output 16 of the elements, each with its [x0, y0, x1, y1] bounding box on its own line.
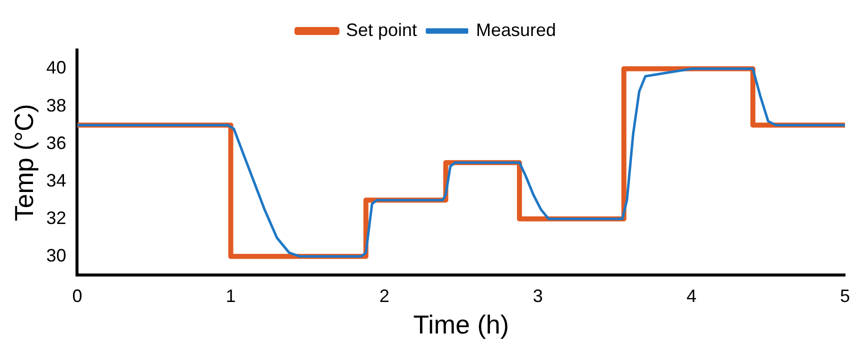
- x-tick-label: 2: [379, 286, 390, 306]
- y-tick-label: 36: [46, 132, 66, 153]
- y-tick-label: 34: [46, 170, 66, 190]
- legend-label: Measured: [476, 20, 556, 40]
- y-tick-label: 32: [46, 208, 66, 228]
- y-tick-label: 40: [46, 58, 66, 78]
- x-axis-title: Time (h): [413, 310, 510, 340]
- x-tick-label: 5: [840, 286, 850, 306]
- x-tick-label: 0: [72, 286, 82, 306]
- legend-label: Set point: [346, 20, 418, 40]
- y-tick-label: 30: [46, 245, 66, 266]
- y-axis-title: Temp (°C): [8, 104, 39, 222]
- y-tick-label: 38: [46, 95, 66, 116]
- x-tick-label: 1: [226, 286, 236, 306]
- x-tick-label: 3: [532, 286, 543, 306]
- x-tick-label: 4: [686, 286, 696, 306]
